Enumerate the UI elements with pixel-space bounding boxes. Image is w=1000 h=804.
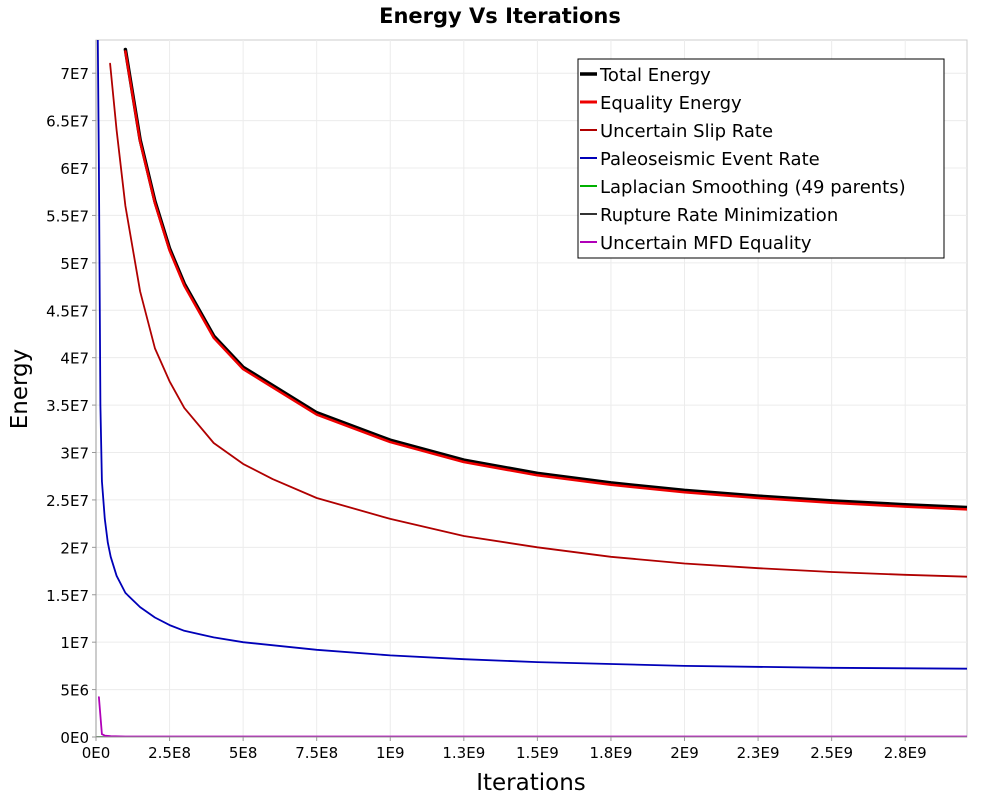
series-line-uncertain-slip-rate bbox=[109, 62, 967, 578]
y-tick-label: 2E7 bbox=[60, 539, 89, 557]
x-tick-label: 1E9 bbox=[376, 744, 405, 762]
legend-label-rupture-rate-minimization: Rupture Rate Minimization bbox=[600, 205, 838, 226]
x-tick-label: 2.3E9 bbox=[737, 744, 780, 762]
y-tick-label: 1E7 bbox=[60, 634, 89, 652]
x-tick-label: 1.8E9 bbox=[590, 744, 633, 762]
y-tick-label: 3E7 bbox=[60, 445, 89, 463]
y-tick-label: 1.5E7 bbox=[46, 587, 89, 605]
legend-label-paleoseismic-event-rate: Paleoseismic Event Rate bbox=[600, 149, 820, 170]
y-tick-label: 5E6 bbox=[60, 682, 89, 700]
y-tick-label: 5E7 bbox=[60, 255, 89, 273]
y-tick-label: 4.5E7 bbox=[46, 302, 89, 320]
legend-label-uncertain-slip-rate: Uncertain Slip Rate bbox=[600, 121, 773, 142]
x-tick-layer: 0E0 2.5E8 5E8 7.5E8 1E9 1.3E9 1.5E9 1.8E9 2E9 2.3… bbox=[82, 737, 927, 762]
chart-title: Energy Vs Iterations bbox=[379, 4, 621, 28]
x-axis-label: Iterations bbox=[476, 770, 586, 796]
x-tick-label: 7.5E8 bbox=[295, 744, 338, 762]
y-tick-label: 7E7 bbox=[60, 65, 89, 83]
y-tick-label: 3.5E7 bbox=[46, 397, 89, 415]
y-axis-label: Energy bbox=[7, 349, 33, 430]
y-tick-label: 2.5E7 bbox=[46, 492, 89, 510]
y-tick-label: 5.5E7 bbox=[46, 207, 89, 225]
legend-label-equality-energy: Equality Energy bbox=[600, 93, 742, 114]
legend-label-total-energy: Total Energy bbox=[599, 65, 711, 86]
series-line-equality-energy bbox=[124, 50, 967, 511]
x-tick-label: 2.5E9 bbox=[810, 744, 853, 762]
y-tick-label: 4E7 bbox=[60, 350, 89, 368]
y-tick-label: 0E0 bbox=[60, 729, 89, 747]
y-tick-label: 6E7 bbox=[60, 160, 89, 178]
series-line-paleoseismic-event-rate bbox=[96, 40, 967, 670]
x-tick-label: 2E9 bbox=[670, 744, 699, 762]
x-tick-label: 1.5E9 bbox=[516, 744, 559, 762]
legend-label-uncertain-mfd-equality: Uncertain MFD Equality bbox=[600, 233, 812, 254]
x-tick-label: 2.8E9 bbox=[884, 744, 927, 762]
y-tick-label: 6.5E7 bbox=[46, 113, 89, 131]
legend: Total Energy Equality Energy Uncertain Sli… bbox=[577, 58, 945, 259]
legend-box bbox=[577, 58, 945, 259]
x-tick-label: 1.3E9 bbox=[442, 744, 485, 762]
x-tick-label: 5E8 bbox=[229, 744, 258, 762]
x-tick-label: 0E0 bbox=[82, 744, 111, 762]
legend-items: Total Energy Equality Energy Uncertain Sli… bbox=[580, 65, 906, 254]
x-tick-label: 2.5E8 bbox=[148, 744, 191, 762]
legend-label-laplacian-smoothing-49-parents: Laplacian Smoothing (49 parents) bbox=[600, 177, 906, 198]
y-tick-layer: 0E0 5E6 1E7 1.5E7 2E7 2.5E7 3E7 3.5E7 4E7 4.5E7 5E… bbox=[46, 65, 96, 747]
